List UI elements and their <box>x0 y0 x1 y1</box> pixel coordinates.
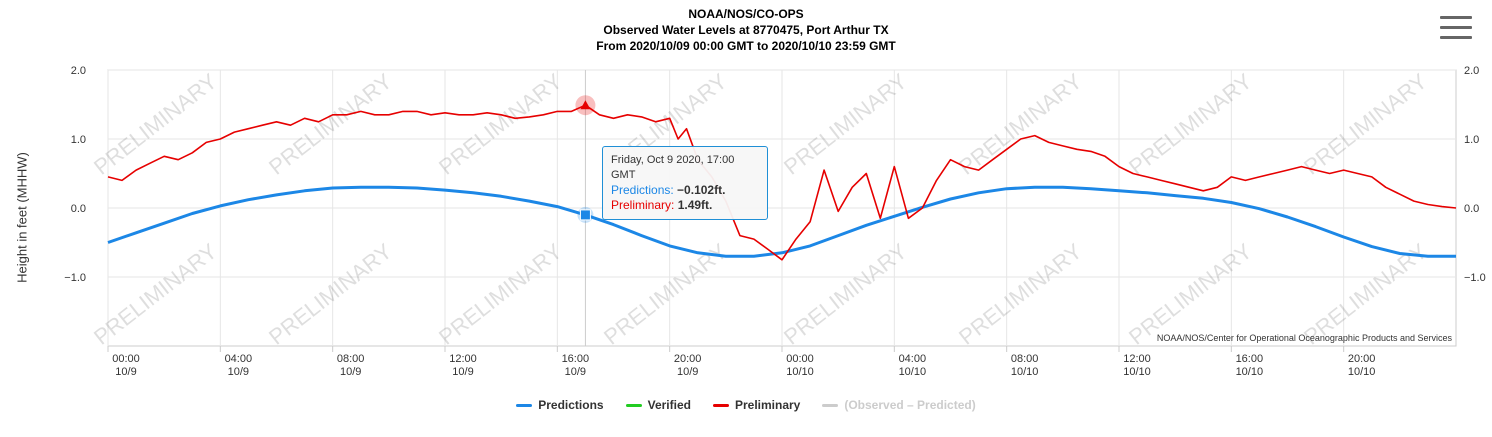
watermark-text: PRELIMINARY <box>89 238 222 349</box>
legend-swatch-verified <box>625 403 642 407</box>
legend-item-observed-minus-predicted[interactable]: (Observed – Predicted) <box>822 398 976 412</box>
y-tick-label-right: 2.0 <box>1464 65 1479 77</box>
x-tick-label-date: 10/9 <box>677 366 698 378</box>
x-tick-label-time: 16:00 <box>562 353 590 365</box>
x-tick-label-time: 08:00 <box>337 353 365 365</box>
legend-swatch-preliminary <box>712 403 729 407</box>
watermark-text: PRELIMINARY <box>954 238 1087 349</box>
credit-text: NOAA/NOS/Center for Operational Oceanogr… <box>1156 333 1452 343</box>
x-tick-label-date: 10/9 <box>452 366 473 378</box>
hamburger-menu-icon[interactable] <box>1440 16 1472 44</box>
y-tick-label-right: 0.0 <box>1464 203 1479 215</box>
x-tick-label-date: 10/9 <box>340 366 361 378</box>
legend-label-preliminary: Preliminary <box>734 398 801 412</box>
x-tick-label-date: 10/10 <box>786 366 814 378</box>
x-tick-label-date: 10/9 <box>115 366 136 378</box>
y-tick-label-left: −1.0 <box>64 272 86 284</box>
tooltip-prelim-value: 1.49ft. <box>677 198 713 212</box>
y-tick-label-left: 2.0 <box>71 65 86 77</box>
y-tick-label-left: 1.0 <box>71 134 86 146</box>
x-tick-label-date: 10/10 <box>1236 366 1264 378</box>
x-tick-label-date: 10/10 <box>1011 366 1039 378</box>
series-line-preliminary <box>107 104 1457 261</box>
watermark-text: PRELIMINARY <box>434 68 567 179</box>
y-tick-label-right: 1.0 <box>1464 134 1479 146</box>
chart-title-line3: From 2020/10/09 00:00 GMT to 2020/10/10 … <box>596 39 896 53</box>
hover-marker-preliminary <box>580 100 591 110</box>
x-tick-label-time: 16:00 <box>1236 353 1264 365</box>
legend-swatch-observed-minus-predicted <box>822 403 839 407</box>
tooltip: Friday, Oct 9 2020, 17:00 GMT Prediction… <box>602 146 768 220</box>
x-tick-label-date: 10/10 <box>1348 366 1376 378</box>
x-tick-label-date: 10/10 <box>1123 366 1151 378</box>
tooltip-date: Friday, Oct 9 2020, 17:00 GMT <box>611 154 735 181</box>
legend-swatch-predictions <box>516 403 533 407</box>
legend-item-verified[interactable]: Verified <box>625 398 691 412</box>
hover-marker-predictions <box>579 209 591 221</box>
legend-item-predictions[interactable]: Predictions <box>516 398 604 412</box>
chart-title-line1: NOAA/NOS/CO-OPS <box>688 7 804 21</box>
watermark-text: PRELIMINARY <box>434 238 567 349</box>
watermark-text: PRELIMINARY <box>89 68 222 179</box>
x-tick-label-time: 00:00 <box>112 353 140 365</box>
tooltip-prelim-label: Preliminary: <box>611 198 675 212</box>
legend-label-verified: Verified <box>647 398 691 412</box>
x-tick-label-date: 10/9 <box>565 366 586 378</box>
chart-title-line2: Observed Water Levels at 8770475, Port A… <box>603 23 889 37</box>
x-tick-label-time: 08:00 <box>1011 353 1039 365</box>
legend-item-preliminary[interactable]: Preliminary <box>712 398 801 412</box>
legend-label-observed-minus-predicted: (Observed – Predicted) <box>844 398 976 412</box>
x-tick-label-time: 12:00 <box>1123 353 1151 365</box>
series-layer <box>107 104 1457 261</box>
x-tick-label-time: 00:00 <box>786 353 814 365</box>
axes-layer: 2.0 2.01.0 1.00.0 0.0−1.0 −1.000:0010/904:00… <box>64 65 1485 378</box>
y-tick-label-left: 0.0 <box>71 203 86 215</box>
series-line-predictions <box>107 185 1456 258</box>
watermark-text: PRELIMINARY <box>954 68 1087 179</box>
hover-layer <box>575 70 596 346</box>
x-tick-label-time: 04:00 <box>225 353 253 365</box>
watermark-text: PRELIMINARY <box>779 238 912 349</box>
tooltip-pred-value: −0.102ft. <box>677 183 726 197</box>
x-tick-label-time: 20:00 <box>674 353 702 365</box>
x-tick-label-time: 12:00 <box>449 353 477 365</box>
x-tick-label-time: 04:00 <box>899 353 927 365</box>
x-tick-label-time: 20:00 <box>1348 353 1376 365</box>
grid-lines <box>107 69 1457 347</box>
y-tick-label-right: −1.0 <box>1464 272 1486 284</box>
watermark-text: PRELIMINARY <box>1299 68 1432 179</box>
legend: Predictions Verified Preliminary (Observ… <box>0 398 1492 412</box>
legend-label-predictions: Predictions <box>538 398 604 412</box>
x-tick-label-date: 10/9 <box>228 366 249 378</box>
watermark-text: PRELIMINARY <box>264 238 397 349</box>
x-tick-label-date: 10/10 <box>899 366 927 378</box>
tooltip-pred-label: Predictions: <box>611 183 674 197</box>
watermark-text: PRELIMINARY <box>1124 68 1257 179</box>
watermark-text: PRELIMINARY <box>779 68 912 179</box>
